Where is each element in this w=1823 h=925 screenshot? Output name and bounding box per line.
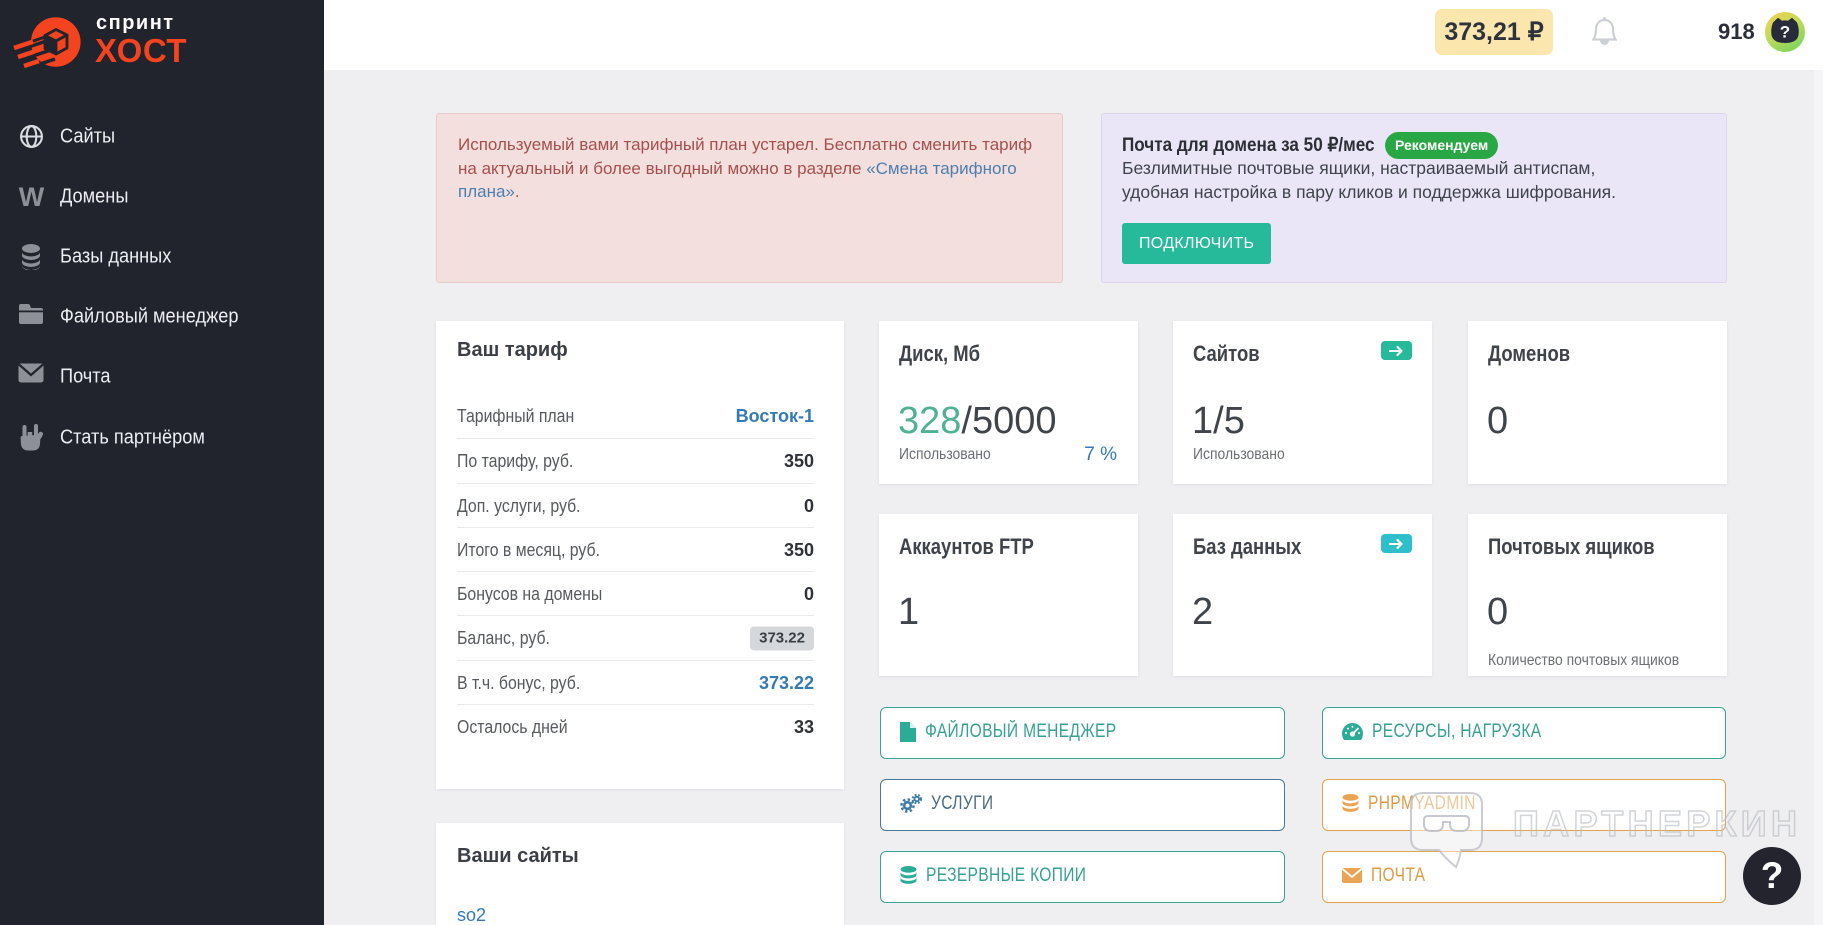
svg-text:?: ? <box>1780 23 1790 42</box>
